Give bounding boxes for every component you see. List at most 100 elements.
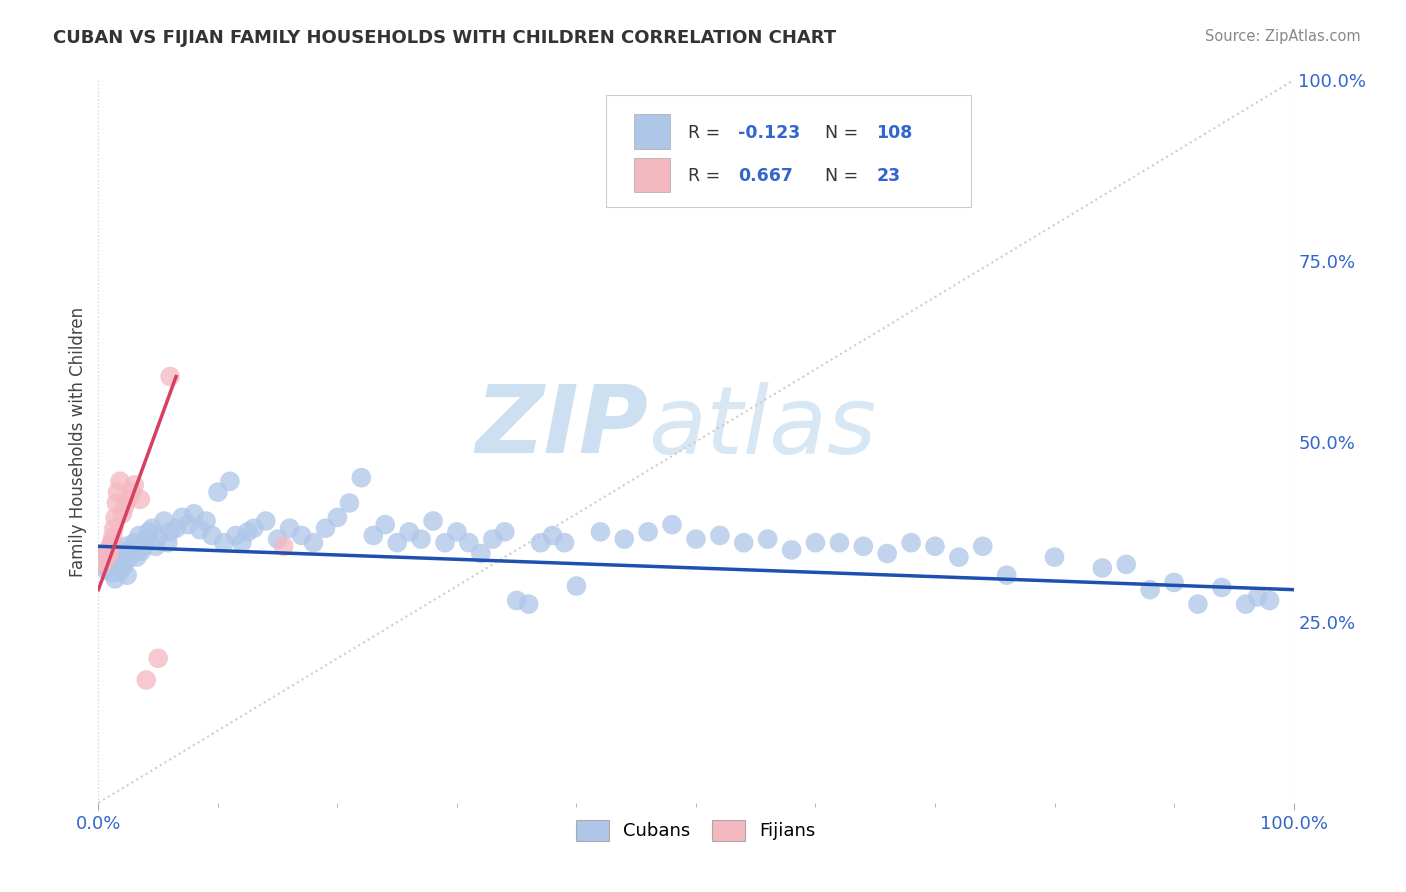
Point — [363, 528, 385, 542]
Point — [177, 517, 200, 532]
Point — [733, 535, 755, 549]
Text: N =: N = — [825, 124, 863, 142]
FancyBboxPatch shape — [606, 95, 972, 207]
Point — [108, 475, 131, 489]
Point — [1211, 581, 1233, 595]
Point — [114, 549, 136, 563]
Point — [876, 547, 898, 561]
Point — [422, 514, 444, 528]
Point — [350, 470, 373, 484]
Point — [458, 535, 481, 549]
Point — [148, 651, 170, 665]
Point — [685, 532, 707, 546]
Point — [148, 530, 170, 544]
Point — [195, 514, 218, 528]
Point — [291, 528, 314, 542]
Point — [481, 532, 505, 546]
Point — [93, 554, 115, 568]
Point — [995, 568, 1018, 582]
Point — [1091, 561, 1114, 575]
Point — [852, 539, 875, 553]
Point — [138, 524, 160, 539]
Point — [201, 528, 224, 542]
Point — [125, 550, 148, 565]
Point — [97, 542, 120, 557]
Point — [212, 535, 235, 549]
Point — [900, 535, 922, 549]
Point — [1139, 582, 1161, 597]
Point — [188, 523, 211, 537]
Point — [1163, 575, 1185, 590]
Point — [302, 535, 325, 549]
Point — [111, 554, 134, 568]
Point — [115, 568, 138, 582]
Point — [1043, 550, 1066, 565]
Point — [107, 485, 129, 500]
Point — [1187, 597, 1209, 611]
Point — [172, 510, 194, 524]
Point — [374, 517, 396, 532]
Point — [1234, 597, 1257, 611]
Text: atlas: atlas — [648, 382, 876, 473]
Point — [96, 550, 118, 565]
Point — [225, 528, 247, 542]
Point — [100, 535, 122, 549]
Point — [326, 510, 349, 524]
Point — [97, 551, 120, 566]
Point — [98, 539, 122, 553]
Point — [93, 558, 115, 573]
Point — [131, 544, 153, 558]
Point — [804, 535, 827, 549]
Point — [121, 485, 143, 500]
Point — [124, 478, 146, 492]
Text: 108: 108 — [876, 124, 912, 142]
Point — [756, 532, 779, 546]
Point — [183, 507, 205, 521]
Point — [637, 524, 659, 539]
Point — [554, 535, 576, 549]
Point — [470, 547, 492, 561]
Point — [111, 507, 134, 521]
Point — [101, 566, 124, 580]
Point — [506, 593, 529, 607]
Point — [231, 535, 253, 549]
Point — [156, 535, 179, 549]
Point — [114, 500, 136, 514]
Point — [207, 485, 229, 500]
Point — [709, 528, 731, 542]
Point — [398, 524, 420, 539]
Point — [828, 535, 851, 549]
Point — [236, 524, 259, 539]
Point — [121, 547, 143, 561]
Point — [115, 539, 138, 553]
Point — [104, 572, 127, 586]
Text: -0.123: -0.123 — [738, 124, 800, 142]
Point — [254, 514, 277, 528]
Point — [661, 517, 683, 532]
Point — [541, 528, 564, 542]
Point — [613, 532, 636, 546]
Point — [107, 550, 129, 565]
Point — [124, 535, 146, 549]
Legend: Cubans, Fijians: Cubans, Fijians — [569, 813, 823, 848]
Point — [108, 565, 131, 579]
Point — [339, 496, 361, 510]
Point — [385, 535, 409, 549]
Point — [103, 539, 125, 553]
Point — [411, 532, 433, 546]
Text: Source: ZipAtlas.com: Source: ZipAtlas.com — [1205, 29, 1361, 44]
Point — [948, 550, 970, 565]
Point — [267, 532, 290, 546]
Text: 0.667: 0.667 — [738, 168, 793, 186]
Point — [1115, 558, 1137, 572]
Point — [132, 539, 155, 553]
Point — [91, 554, 114, 568]
Point — [90, 558, 112, 572]
Point — [110, 544, 132, 558]
Point — [219, 475, 242, 489]
Point — [243, 521, 266, 535]
Point — [135, 673, 157, 687]
Point — [98, 542, 122, 557]
Point — [565, 579, 588, 593]
Text: 23: 23 — [876, 168, 901, 186]
